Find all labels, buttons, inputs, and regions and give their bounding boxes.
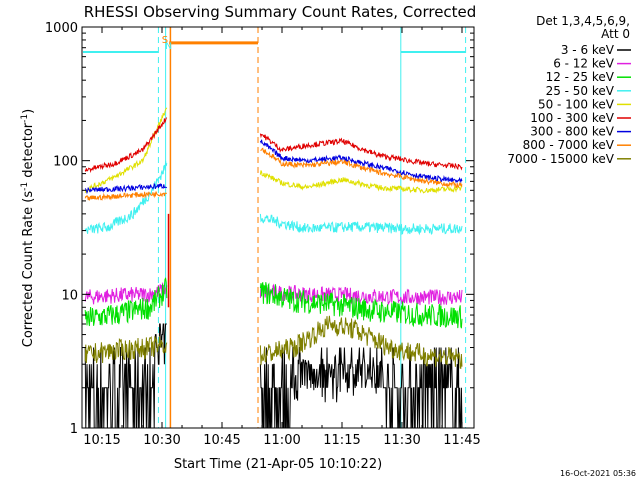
x-tick-label: 11:30 xyxy=(383,433,420,448)
legend-label: 800 - 7000 keV xyxy=(523,138,615,152)
legend-label: 6 - 12 keV xyxy=(553,57,615,71)
x-tick-label: 10:45 xyxy=(203,433,240,448)
series-7000to15000kev xyxy=(84,315,463,369)
legend-label: 3 - 6 keV xyxy=(561,43,615,57)
flag-n-label: N xyxy=(165,42,172,52)
legend-header-line-1: Det 1,3,4,5,6,9, xyxy=(536,14,630,28)
series-12to25kev xyxy=(84,277,463,329)
plot-frame xyxy=(81,26,475,429)
series-line-post-gap xyxy=(259,213,463,236)
series-800to7000kev xyxy=(84,147,463,201)
y-axis-label: Corrected Count Rate (s-1 detector-1) xyxy=(20,109,36,347)
timestamp: 16-Oct-2021 05:36 xyxy=(560,469,636,478)
y-tick-label: 1 xyxy=(70,422,78,437)
x-tick-label: 10:30 xyxy=(143,433,180,448)
flag-s-label: S xyxy=(162,35,168,46)
y-tick-label: 10 xyxy=(61,288,78,303)
series-100to300kev xyxy=(84,117,463,174)
series-line-pre-gap xyxy=(84,191,168,201)
series-line-post-gap xyxy=(260,147,463,188)
x-tick-label: 11:45 xyxy=(443,433,480,448)
series-300to800kev xyxy=(84,139,463,195)
series-line-pre-gap xyxy=(84,335,168,364)
series-line-pre-gap xyxy=(84,107,168,194)
series-line-post-gap xyxy=(259,282,463,329)
series-line-pre-gap xyxy=(84,277,168,327)
series-line-pre-gap xyxy=(84,117,168,174)
y-tick-label: 1000 xyxy=(45,21,78,36)
series-line-post-gap xyxy=(259,139,463,184)
legend-header: Det 1,3,4,5,6,9, Att 0 xyxy=(536,14,630,41)
series-line-post-gap xyxy=(259,347,463,429)
x-tick-label: 10:15 xyxy=(83,433,120,448)
series-line-pre-gap xyxy=(84,182,168,195)
legend-label: 50 - 100 keV xyxy=(538,97,615,111)
x-axis-label: Start Time (21-Apr-05 10:10:22) xyxy=(174,457,382,472)
series-line-post-gap xyxy=(259,170,463,194)
legend-label: 100 - 300 keV xyxy=(530,111,614,125)
x-tick-label: 11:15 xyxy=(323,433,360,448)
series-line-post-gap xyxy=(259,133,463,171)
series-line-post-gap xyxy=(259,315,463,369)
series-line-pre-gap xyxy=(84,160,168,234)
legend-label: 7000 - 15000 keV xyxy=(507,152,614,166)
legend-label: 300 - 800 keV xyxy=(530,125,614,139)
x-tick-label: 11:00 xyxy=(263,433,300,448)
series-line-post-gap xyxy=(259,283,463,307)
series-50to100kev xyxy=(84,107,463,194)
chart-title: RHESSI Observing Summary Count Rates, Co… xyxy=(84,3,477,21)
legend-header-line-2: Att 0 xyxy=(601,27,630,41)
legend-label: 25 - 50 keV xyxy=(546,84,615,98)
y-tick-label: 100 xyxy=(53,155,78,170)
series-25to50kev xyxy=(84,160,463,236)
legend-label: 12 - 25 keV xyxy=(546,70,615,84)
